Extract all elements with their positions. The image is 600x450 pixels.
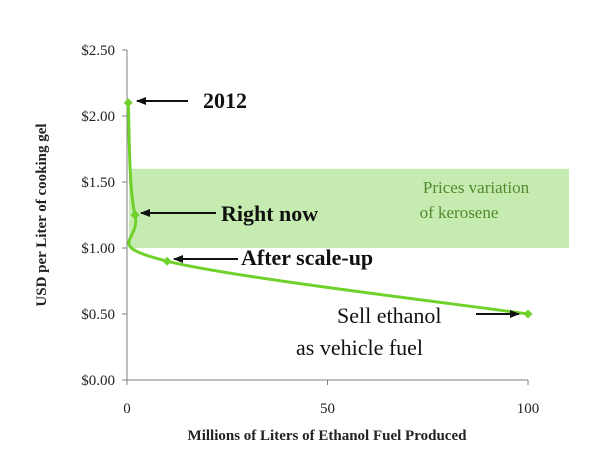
annotation-after-scale-up: After scale-up	[241, 245, 373, 270]
annotation-sell-ethanol-line1: Sell ethanol	[337, 303, 441, 328]
data-point-marker	[123, 98, 133, 108]
y-tick-label: $0.50	[81, 307, 115, 323]
band-label-line2: of kerosene	[420, 203, 499, 222]
data-point-marker	[162, 256, 172, 266]
x-axis-title: Millions of Liters of Ethanol Fuel Produ…	[188, 428, 468, 444]
x-tick-label: 0	[123, 401, 131, 417]
y-axis-title: USD per Liter of cooking gel	[34, 123, 50, 306]
y-tick-label: $1.50	[81, 175, 115, 191]
x-tick-label: 100	[517, 401, 540, 417]
data-point-marker	[130, 210, 140, 220]
y-tick-label: $2.00	[81, 109, 115, 125]
annotation-sell-ethanol-line2: as vehicle fuel	[296, 335, 423, 360]
y-tick-label: $0.00	[81, 373, 115, 389]
data-point-marker	[523, 309, 533, 319]
x-tick-label: 50	[320, 401, 335, 417]
kerosene-price-band	[129, 168, 569, 248]
annotation-right-now: Right now	[221, 201, 318, 226]
annotation-2012: 2012	[203, 88, 247, 113]
y-tick-label: $2.50	[81, 43, 115, 59]
series-line	[126, 101, 530, 316]
y-tick-label: $1.00	[81, 241, 115, 257]
band-label-line1: Prices variation	[423, 178, 530, 197]
